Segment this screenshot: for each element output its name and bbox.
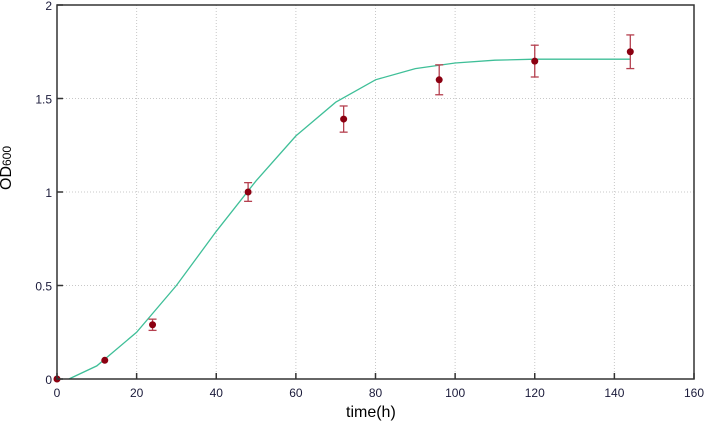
data-point [244,188,252,196]
y-tick-label: 0 [45,373,52,387]
x-axis-title: time(h) [346,404,396,421]
y-tick-label: 1.5 [35,93,52,107]
data-points [53,34,635,383]
x-tick-label: 40 [210,386,224,400]
x-tick-label: 120 [525,386,545,400]
data-point [435,76,443,84]
x-tick-label: 160 [684,386,704,400]
y-axis-title: OD600 [0,145,15,190]
axis-ticks: 0 20 40 60 80 100 120 140 160 0 0.5 1 1.5 2 [35,0,704,400]
data-point [340,115,348,123]
grid-lines [57,5,694,379]
y-tick-label: 0.5 [35,280,52,294]
x-tick-label: 100 [445,386,465,400]
y-tick-label: 2 [45,0,52,13]
y-tick-label: 1 [45,186,52,200]
x-tick-label: 20 [130,386,144,400]
x-tick-label: 80 [369,386,383,400]
x-tick-label: 60 [289,386,303,400]
data-point [626,48,634,56]
data-point [149,321,157,329]
data-point [101,356,109,364]
data-point [531,57,539,65]
x-tick-label: 140 [604,386,624,400]
x-tick-label: 0 [54,386,61,400]
fit-curve [68,58,631,380]
